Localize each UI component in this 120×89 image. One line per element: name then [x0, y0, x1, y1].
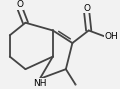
Text: NH: NH [33, 79, 47, 88]
Text: O: O [17, 0, 24, 9]
Text: OH: OH [104, 32, 118, 41]
Text: O: O [83, 4, 90, 13]
